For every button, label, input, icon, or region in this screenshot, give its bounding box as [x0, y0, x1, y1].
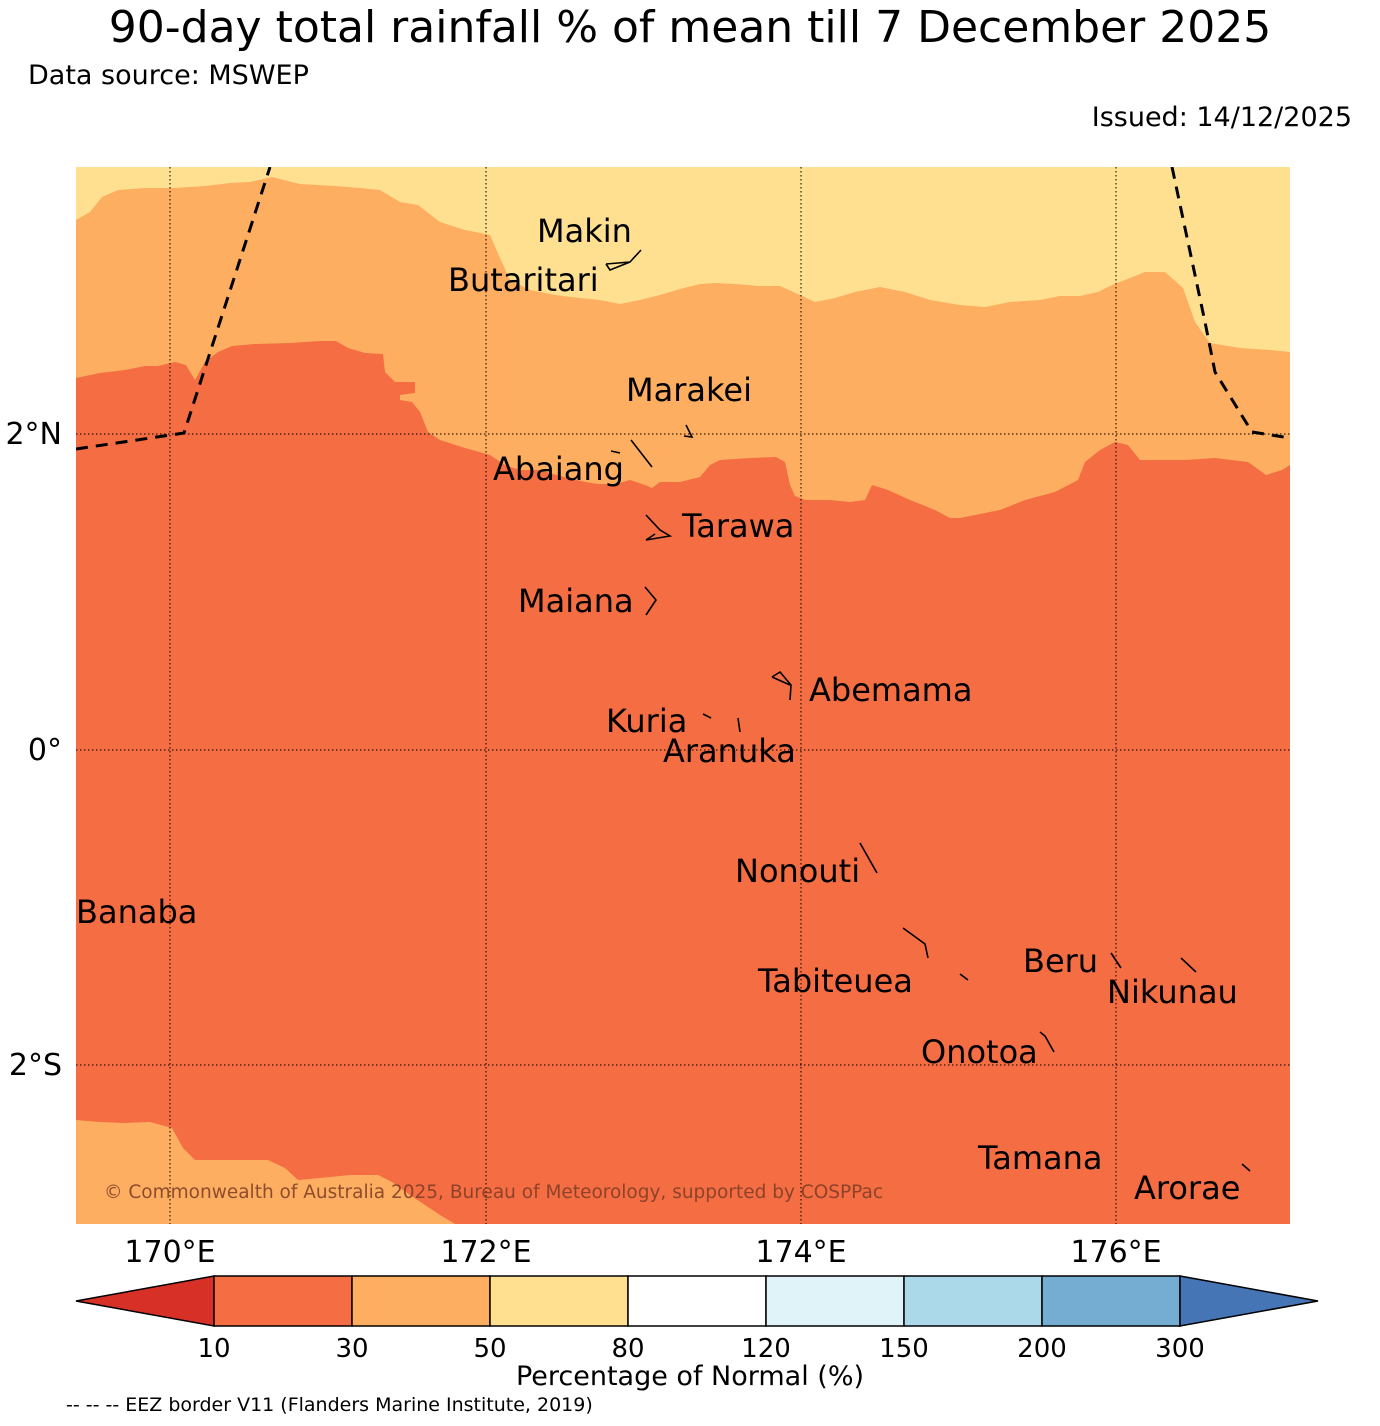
colorbar-tick: 120 [741, 1334, 791, 1364]
colorbar-ticks: 10 30 50 80 120 150 200 300 [197, 1334, 1204, 1364]
label-kuria: Kuria [606, 702, 687, 740]
label-aranuka: Aranuka [663, 732, 796, 770]
island-outlines [605, 249, 1251, 1172]
colorbar-tick: 300 [1155, 1334, 1205, 1364]
eez-border [76, 167, 1290, 451]
label-tamana: Tamana [977, 1139, 1103, 1177]
rainfall-field [76, 167, 1290, 1224]
label-nikunau: Nikunau [1107, 973, 1238, 1011]
band-30-50-south [76, 1120, 455, 1224]
lat-label: 0° [28, 733, 62, 768]
colorbar-tick: 30 [335, 1334, 368, 1364]
colorbar-tick: 80 [611, 1334, 644, 1364]
colorbar-bin-10-30 [213, 1275, 353, 1327]
colorbar-bin-200-300 [1041, 1275, 1181, 1327]
colorbar-tick: 200 [1017, 1334, 1067, 1364]
label-butaritari: Butaritari [448, 261, 599, 299]
label-makin: Makin [537, 212, 632, 250]
label-abemama: Abemama [809, 671, 972, 709]
label-abaiang: Abaiang [493, 450, 624, 488]
lon-label: 174°E [755, 1235, 846, 1270]
label-marakei: Marakei [626, 371, 752, 409]
label-beru: Beru [1023, 942, 1098, 980]
label-banaba: Banaba [76, 893, 197, 931]
colorbar-extend-low [75, 1275, 215, 1327]
coordinate-labels: 170°E 172°E 174°E 176°E 2°N 0° 2°S [5, 417, 1161, 1270]
label-onotoa: Onotoa [921, 1033, 1038, 1071]
lon-label: 170°E [124, 1235, 215, 1270]
colorbar-bin-30-50 [351, 1275, 491, 1327]
colorbar-tick: 10 [197, 1334, 230, 1364]
colorbar-bin-150-200 [903, 1275, 1043, 1327]
lon-label: 172°E [440, 1235, 531, 1270]
data-source: Data source: MSWEP [28, 60, 309, 91]
colorbar-label: Percentage of Normal (%) [515, 1361, 865, 1392]
issued-date: Issued: 14/12/2025 [1091, 102, 1352, 133]
graticule [76, 167, 1290, 1224]
map-title: 90-day total rainfall % of mean till 7 D… [108, 2, 1272, 53]
label-tabiteuea: Tabiteuea [757, 962, 913, 1000]
label-nonouti: Nonouti [735, 852, 860, 890]
colorbar-tick: 50 [473, 1334, 506, 1364]
colorbar [75, 1275, 1319, 1327]
copyright-note: © Commonwealth of Australia 2025, Bureau… [104, 1182, 883, 1203]
colorbar-bin-50-80 [489, 1275, 629, 1327]
label-tarawa: Tarawa [681, 507, 794, 545]
eez-note: -- -- -- EEZ border V11 (Flanders Marine… [66, 1394, 593, 1416]
lon-label: 176°E [1070, 1235, 1161, 1270]
colorbar-extend-high [1179, 1275, 1319, 1327]
lat-label: 2°S [9, 1048, 62, 1083]
colorbar-bin-80-120 [627, 1275, 767, 1327]
label-maiana: Maiana [518, 582, 634, 620]
band-50-80-north [76, 167, 1290, 352]
colorbar-tick: 150 [879, 1334, 929, 1364]
colorbar-bin-120-150 [765, 1275, 905, 1327]
label-arorae: Arorae [1134, 1169, 1240, 1207]
lat-label: 2°N [5, 417, 62, 452]
island-labels: Makin Butaritari Marakei Abaiang Tarawa … [76, 212, 1240, 1207]
